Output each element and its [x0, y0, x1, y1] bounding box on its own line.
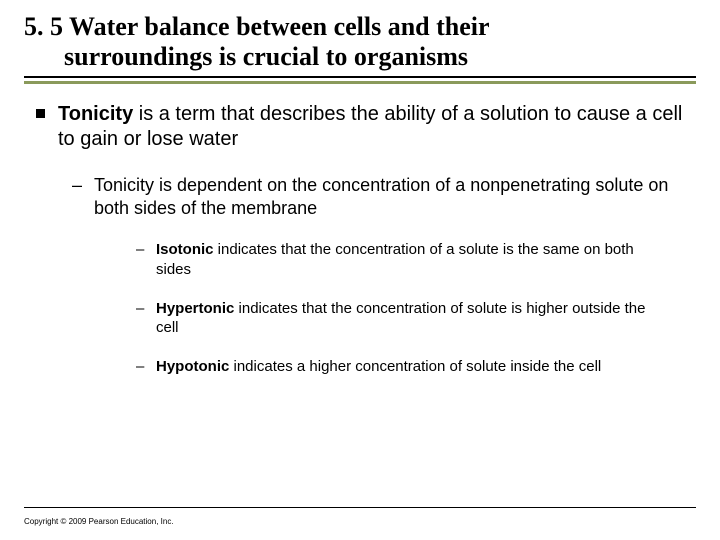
bullet-level-3-hypotonic: – Hypotonic indicates a higher concentra… — [24, 357, 696, 376]
bullet-level-2: – Tonicity is dependent on the concentra… — [24, 174, 696, 220]
term-hypertonic: Hypertonic — [156, 300, 234, 317]
underline-thin — [24, 81, 696, 84]
square-bullet-icon — [36, 109, 45, 118]
level1-text: is a term that describes the ability of … — [58, 103, 682, 150]
copyright-text: Copyright © 2009 Pearson Education, Inc. — [24, 517, 174, 526]
dash-icon: – — [136, 240, 144, 259]
slide-title: 5. 5 Water balance between cells and the… — [24, 12, 696, 84]
isotonic-text: indicates that the concentration of a so… — [156, 241, 634, 277]
bullet-level-3-isotonic: – Isotonic indicates that the concentrat… — [24, 240, 696, 278]
slide-container: 5. 5 Water balance between cells and the… — [0, 0, 720, 540]
title-line-1: 5. 5 Water balance between cells and the… — [24, 12, 696, 42]
title-underline — [24, 76, 696, 85]
dash-icon: – — [136, 299, 144, 318]
bullet-level-3-hypertonic: – Hypertonic indicates that the concentr… — [24, 299, 696, 337]
hypotonic-text: indicates a higher concentration of solu… — [229, 358, 601, 375]
title-line-2: surroundings is crucial to organisms — [24, 42, 696, 72]
term-hypotonic: Hypotonic — [156, 358, 229, 375]
dash-icon: – — [72, 174, 82, 197]
level2-text: Tonicity is dependent on the concentrati… — [94, 175, 668, 218]
dash-icon: – — [136, 357, 144, 376]
footer-divider — [24, 507, 696, 508]
term-tonicity: Tonicity — [58, 103, 133, 125]
term-isotonic: Isotonic — [156, 241, 214, 258]
bullet-level-1: Tonicity is a term that describes the ab… — [24, 102, 696, 152]
